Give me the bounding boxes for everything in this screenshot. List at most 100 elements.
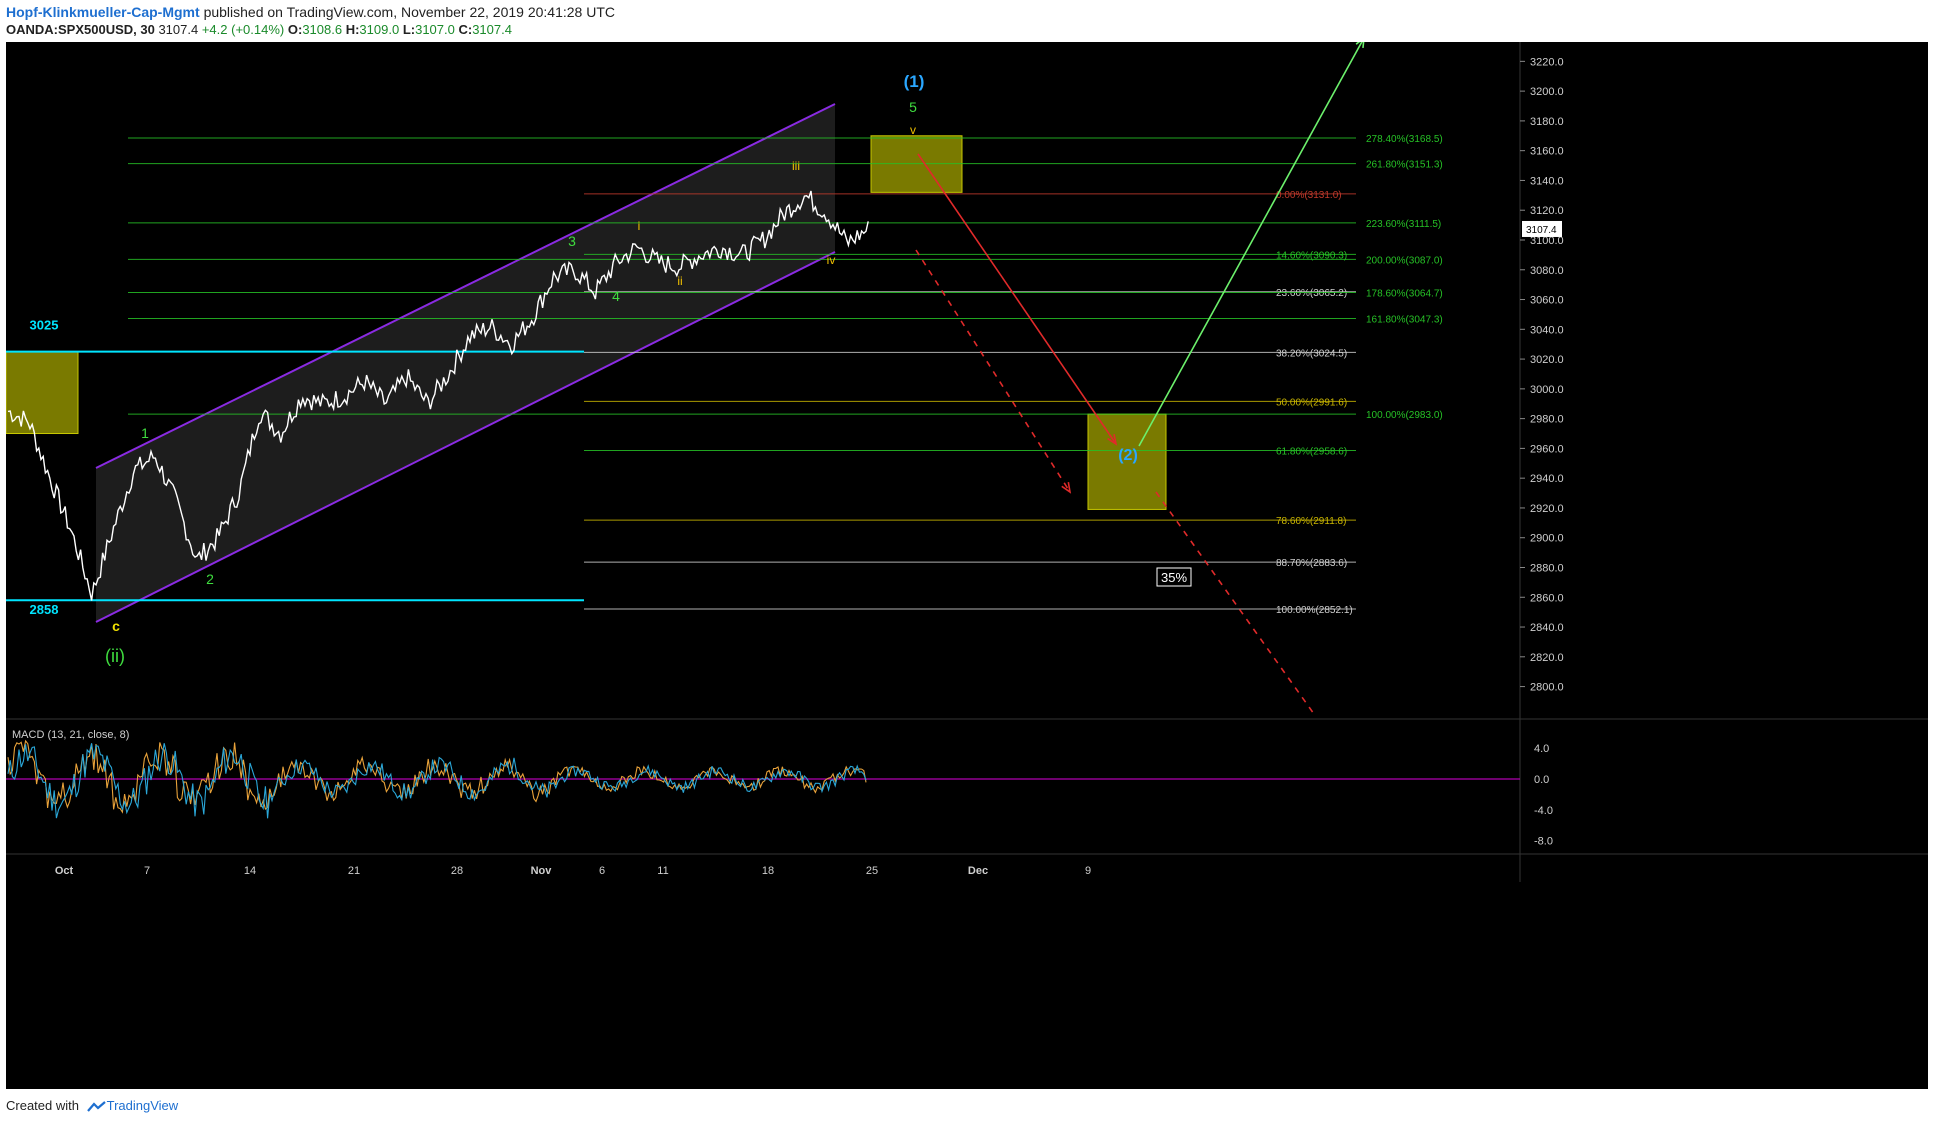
y-tick-label: 2820.0 [1530,652,1564,664]
low-value: 3107.0 [415,22,455,37]
arrow-extension-dashed [1155,491,1315,715]
wave-label: c [112,618,120,634]
price-change: +4.2 (+0.14%) [201,22,285,37]
macd-tick-label: 4.0 [1534,743,1549,755]
macd-tick-label: -4.0 [1534,805,1553,817]
arrow-up-green [1138,42,1363,447]
tradingview-brand[interactable]: TradingView [106,1098,179,1113]
wave-label: iii [792,159,800,173]
fib-level-label: 61.80%(2958.6) [1276,446,1347,457]
y-tick-label: 2920.0 [1530,503,1564,515]
fib-level-label: 0.00%(3131.0) [1276,190,1342,201]
x-tick-label: 14 [244,865,256,877]
fib-level-label: 100.00%(2852.1) [1276,605,1353,616]
last-price-box [1522,220,1562,237]
fib-level-label: 23.60%(3065.2) [1276,288,1347,299]
channel-lower-line [95,251,836,623]
high-value: 3109.0 [359,22,400,37]
y-tick-label: 2860.0 [1530,592,1564,604]
y-tick-label: 2960.0 [1530,443,1564,455]
price-level-label: 3025 [30,318,59,333]
x-tick-label: 11 [657,865,668,877]
y-tick-label: 3140.0 [1530,175,1564,187]
arrow-down-dashed [915,249,1071,493]
y-tick-label: 3100.0 [1530,235,1564,247]
wave-label: i [638,219,641,233]
price-level-label: 2858 [30,602,59,617]
macd-signal-line [7,739,867,814]
y-tick-label: 3080.0 [1530,265,1564,277]
x-tick-label: 7 [144,865,150,877]
symbol-header: OANDA:SPX500USD, 30 3107.4 +4.2 (+0.14%)… [6,22,512,37]
fib-level-label: 14.60%(3090.3) [1276,250,1347,261]
tradingview-logo-icon [86,1100,106,1112]
wave-label: 4 [612,288,620,304]
x-tick-label: 28 [451,865,463,877]
wave-label: 3 [568,233,576,249]
wave-label: (ii) [105,646,125,666]
y-tick-label: 3180.0 [1530,116,1564,128]
macd-tick-label: -8.0 [1534,836,1553,848]
fib-level-label: 261.80%(3151.3) [1366,160,1443,171]
arrow-down-red [917,153,1117,445]
wave-label: 2 [206,571,214,587]
x-tick-label: 9 [1085,865,1091,877]
y-tick-label: 3060.0 [1530,295,1564,307]
high-label: H: [345,22,360,37]
macd-line [7,743,867,819]
fib-level-label: 278.40%(3168.5) [1366,134,1443,145]
chart-area[interactable]: 2800.0 2820.0 2840.0 2860.0 2880.0 2900.0 2920… [6,42,1928,1089]
open-label: O: [287,22,303,37]
fib-level-label: 200.00%(3087.0) [1366,255,1443,266]
y-tick-label: 3220.0 [1530,56,1564,68]
fib-level-label: 88.70%(2883.6) [1276,558,1347,569]
publish-header: Hopf-Klinkmueller-Cap-Mgmt published on … [6,4,615,20]
fib-level-label: 223.60%(3111.5) [1366,219,1441,230]
macd-title: MACD (13, 21, close, 8) [12,729,129,741]
x-tick-label: 25 [866,865,878,877]
arrow-down-dashed-head [1061,482,1072,494]
footer: Created with TradingView [6,1098,178,1113]
y-tick-label: 2900.0 [1530,533,1564,545]
wave-label: (2) [1118,447,1138,464]
fib-level-label: 178.60%(3064.7) [1366,289,1443,300]
fib-level-label: 50.00%(2991.6) [1276,397,1347,408]
fib-level-label: 38.20%(3024.5) [1276,348,1347,359]
y-tick-label: 2980.0 [1530,414,1564,426]
author-link[interactable]: Hopf-Klinkmueller-Cap-Mgmt [6,4,200,20]
low-label: L: [402,22,416,37]
x-tick-label: 21 [348,865,360,877]
price-candles [7,190,869,601]
y-tick-label: 2840.0 [1530,622,1564,634]
close-value: 3107.4 [472,22,512,37]
annotation-box [1156,567,1192,587]
x-tick-label: Nov [531,865,553,877]
arrow-up-green-head [1355,42,1365,49]
chart-canvas[interactable]: 2800.02820.02840.02860.02880.02900.02920… [6,42,1928,1089]
wave-label: v [910,123,916,137]
wave-label: iv [827,253,836,267]
y-tick-label: 2880.0 [1530,562,1564,574]
wave-label: ii [677,274,682,288]
x-tick-label: Dec [968,865,988,877]
annotation-text: 35% [1161,570,1187,585]
symbol-name: OANDA:SPX500USD, 30 [6,22,155,37]
fib-level-label: 78.60%(2911.8) [1276,516,1346,527]
open-value: 3108.6 [302,22,343,37]
wave-label: 1 [141,425,149,441]
publish-info: published on TradingView.com, November 2… [203,4,615,20]
last-price: 3107.4 [158,22,199,37]
x-tick-label: 6 [599,865,605,877]
zone-box-left [6,351,79,435]
macd-tick-label: 0.0 [1534,774,1549,786]
wave-label: 5 [909,99,917,115]
last-price-label: 3107.4 [1526,225,1557,236]
y-tick-label: 3040.0 [1530,324,1564,336]
y-tick-label: 3000.0 [1530,384,1564,396]
wave-label: (1) [904,72,925,91]
arrow-down-red-head [1107,434,1118,446]
y-tick-label: 3160.0 [1530,146,1564,158]
y-tick-label: 2940.0 [1530,473,1564,485]
close-label: C: [458,22,473,37]
y-tick-label: 3120.0 [1530,205,1564,217]
